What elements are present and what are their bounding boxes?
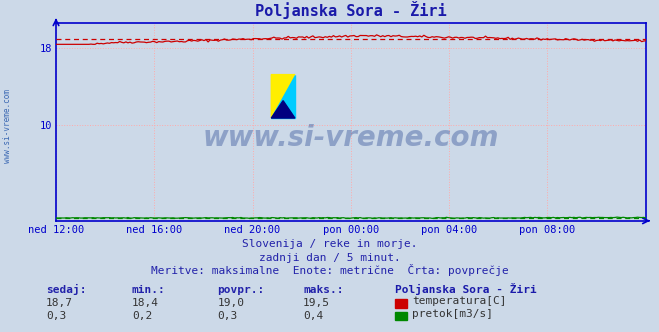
- Text: 19,0: 19,0: [217, 298, 244, 308]
- Text: Slovenija / reke in morje.: Slovenija / reke in morje.: [242, 239, 417, 249]
- Text: 0,4: 0,4: [303, 311, 324, 321]
- Text: 18,7: 18,7: [46, 298, 73, 308]
- Text: Meritve: maksimalne  Enote: metrične  Črta: povprečje: Meritve: maksimalne Enote: metrične Črta…: [151, 264, 508, 276]
- Text: min.:: min.:: [132, 285, 165, 295]
- Text: www.si-vreme.com: www.si-vreme.com: [3, 89, 13, 163]
- Text: 0,3: 0,3: [217, 311, 238, 321]
- Text: pretok[m3/s]: pretok[m3/s]: [412, 309, 493, 319]
- Text: zadnji dan / 5 minut.: zadnji dan / 5 minut.: [258, 253, 401, 263]
- Text: sedaj:: sedaj:: [46, 284, 86, 295]
- Text: maks.:: maks.:: [303, 285, 343, 295]
- Text: 18,4: 18,4: [132, 298, 159, 308]
- Text: temperatura[C]: temperatura[C]: [412, 296, 506, 306]
- Text: 0,3: 0,3: [46, 311, 67, 321]
- Polygon shape: [272, 75, 295, 118]
- Polygon shape: [272, 75, 295, 118]
- Text: 0,2: 0,2: [132, 311, 152, 321]
- Text: www.si-vreme.com: www.si-vreme.com: [203, 124, 499, 152]
- Text: povpr.:: povpr.:: [217, 285, 265, 295]
- Text: 19,5: 19,5: [303, 298, 330, 308]
- Title: Poljanska Sora - Žiri: Poljanska Sora - Žiri: [255, 1, 447, 19]
- Text: Poljanska Sora - Žiri: Poljanska Sora - Žiri: [395, 283, 537, 295]
- Polygon shape: [272, 101, 295, 118]
